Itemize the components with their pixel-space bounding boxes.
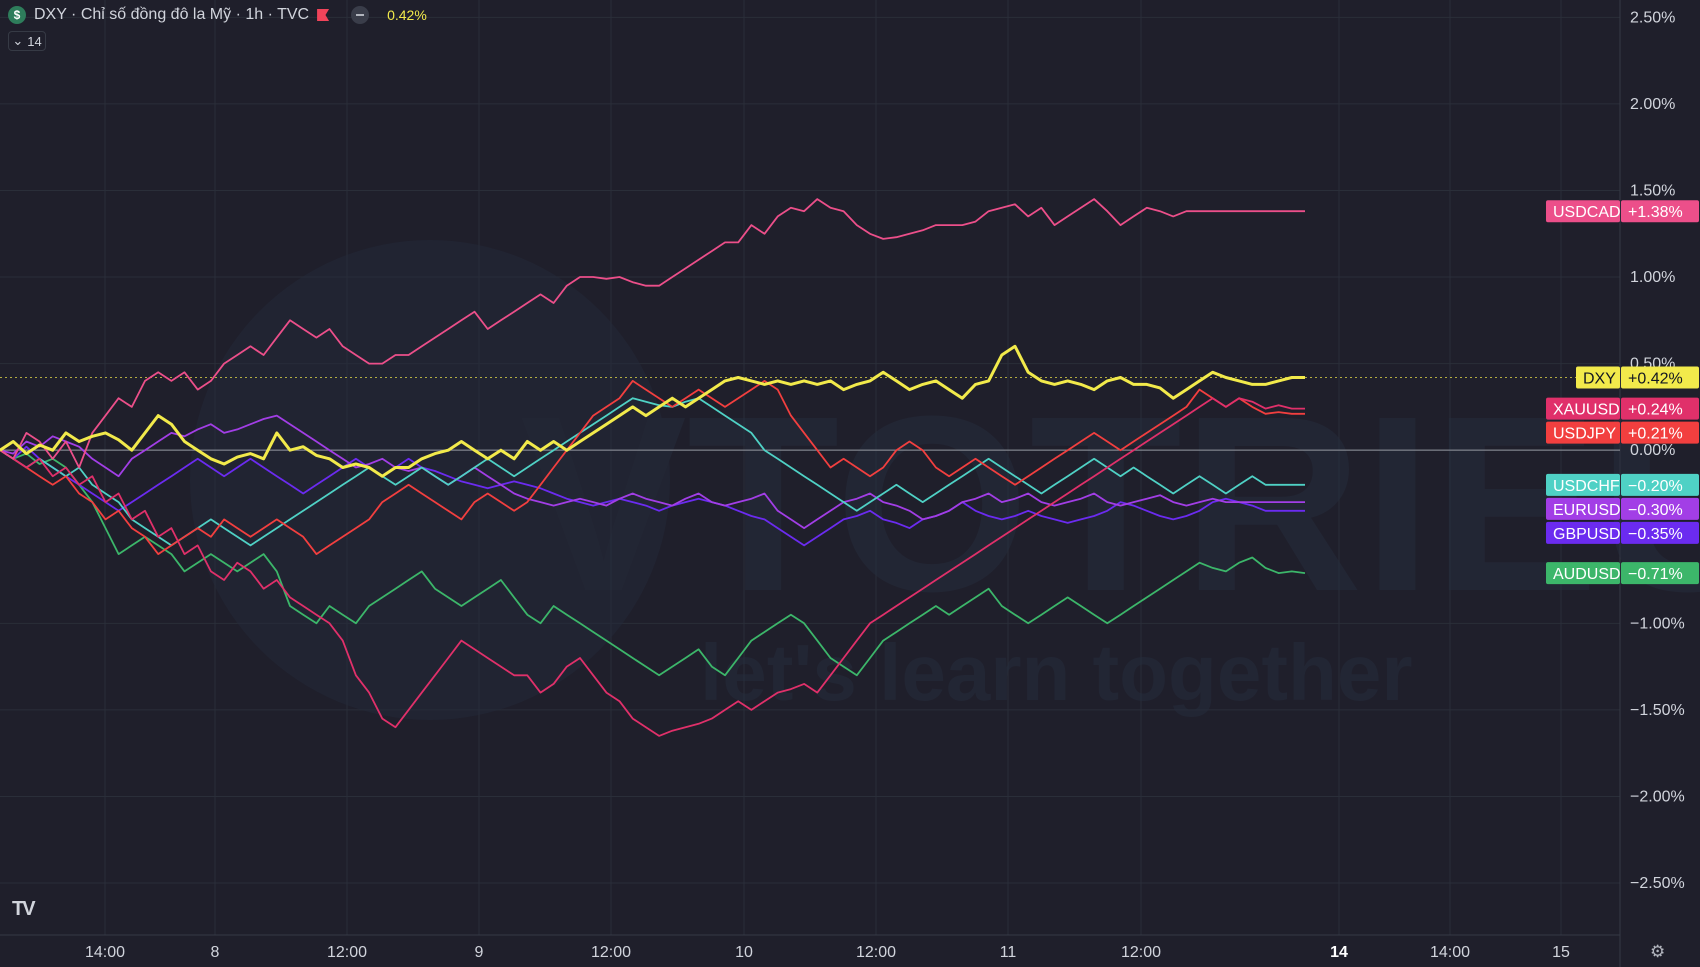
- series-name-tag-dxy: [1576, 366, 1620, 389]
- y-tick-label: −1.50%: [1630, 702, 1685, 719]
- series-value-tag-audusd: [1621, 562, 1699, 585]
- chart-header: $ DXY · Chỉ số đồng đô la Mỹ · 1h · TVC …: [8, 6, 427, 24]
- series-name-tag-usdjpy: [1546, 421, 1620, 444]
- series-value-tag-eurusd: [1621, 497, 1699, 520]
- series-name-tag-usdchf: [1546, 473, 1620, 496]
- series-value-usdjpy: +0.21%: [1628, 426, 1683, 443]
- y-tick-label: −2.50%: [1630, 875, 1685, 892]
- y-tick-label: 2.50%: [1630, 9, 1675, 26]
- series-value-gbpusd: −0.35%: [1628, 526, 1683, 543]
- series-value-usdchf: −0.20%: [1628, 478, 1683, 495]
- change-percent: 0.42%: [387, 7, 427, 23]
- series-name-tag-eurusd: [1546, 497, 1620, 520]
- series-labels: USDCAD +1.38% DXY +0.42% XAUUSD +0.24% USDJPY +…: [1546, 200, 1699, 585]
- series-value-tag-usdjpy: [1621, 421, 1699, 444]
- x-tick-label: 14:00: [1430, 944, 1470, 961]
- series-lines: [0, 198, 1306, 737]
- y-tick-label: 1.00%: [1630, 269, 1675, 286]
- series-name-usdchf: USDCHF: [1553, 478, 1620, 495]
- series-line-dxy: [0, 344, 1305, 478]
- series-name-dxy: DXY: [1583, 370, 1616, 387]
- x-tick-label: 9: [475, 944, 484, 961]
- x-axis: 14:00 8 12:00 9 12:00 10 12:00 11 12:00 14 14:00 15: [85, 944, 1570, 961]
- series-value-xauusd: +0.24%: [1628, 402, 1683, 419]
- series-name-eurusd: EURUSD: [1553, 502, 1621, 519]
- series-line-usdcad: [0, 198, 1305, 469]
- series-value-audusd: −0.71%: [1628, 566, 1683, 583]
- series-value-tag-gbpusd: [1621, 521, 1699, 544]
- series-value-tag-usdchf: [1621, 473, 1699, 496]
- series-line-audusd: [0, 449, 1306, 677]
- series-line-xauusd: [0, 397, 1305, 737]
- x-tick-label: 14:00: [85, 944, 125, 961]
- gear-icon[interactable]: ⚙: [1650, 942, 1666, 961]
- series-name-xauusd: XAUUSD: [1553, 402, 1620, 419]
- collapse-indicators-button[interactable]: ⌄ 14: [8, 31, 46, 51]
- series-line-eurusd: [0, 414, 1305, 529]
- series-name-usdcad: USDCAD: [1553, 204, 1621, 221]
- dollar-icon: $: [8, 6, 26, 24]
- x-tick-label: 12:00: [591, 944, 631, 961]
- y-tick-label: 0.00%: [1630, 442, 1675, 459]
- series-name-tag-gbpusd: [1546, 521, 1620, 544]
- x-tick-label: 15: [1552, 944, 1570, 961]
- x-tick-label: 8: [211, 944, 220, 961]
- minus-icon[interactable]: [351, 6, 370, 24]
- series-name-gbpusd: GBPUSD: [1553, 526, 1621, 543]
- y-tick-label: −2.00%: [1630, 788, 1685, 805]
- series-name-usdjpy: USDJPY: [1553, 426, 1616, 443]
- y-tick-label: 2.00%: [1630, 96, 1675, 113]
- y-tick-label: 1.50%: [1630, 182, 1675, 199]
- x-tick-label: 12:00: [856, 944, 896, 961]
- series-value-eurusd: −0.30%: [1628, 502, 1683, 519]
- chevron-down-icon: ⌄: [12, 33, 24, 48]
- series-line-usdjpy: [0, 379, 1305, 555]
- chart-title[interactable]: DXY · Chỉ số đồng đô la Mỹ · 1h · TVC: [34, 6, 310, 23]
- series-value-dxy: +0.42%: [1628, 370, 1683, 387]
- series-value-usdcad: +1.38%: [1628, 204, 1683, 221]
- zero-line: [0, 376, 1620, 451]
- series-value-tag-dxy: [1621, 366, 1699, 389]
- x-tick-label: 10: [735, 944, 753, 961]
- x-tick-label: 11: [1000, 944, 1017, 961]
- y-tick-label: −1.00%: [1630, 615, 1685, 632]
- series-name-tag-audusd: [1546, 562, 1620, 585]
- x-tick-label: 14: [1330, 944, 1348, 961]
- tradingview-logo-icon[interactable]: TV: [12, 898, 36, 920]
- watermark-logo-circle: [190, 240, 670, 720]
- series-value-tag-xauusd: [1621, 397, 1699, 420]
- series-name-tag-xauusd: [1546, 397, 1620, 420]
- indicator-count: 14: [27, 33, 42, 49]
- series-name-audusd: AUDUSD: [1553, 566, 1621, 583]
- series-line-usdchf: [0, 397, 1305, 547]
- series-name-tag-usdcad: [1546, 200, 1620, 223]
- series-value-tag-usdcad: [1621, 200, 1699, 223]
- x-tick-label: 12:00: [327, 944, 367, 961]
- flag-icon[interactable]: [317, 9, 330, 21]
- watermark: VTOTRIEU let's learn together: [190, 240, 1700, 720]
- series-line-gbpusd: [0, 445, 1305, 547]
- x-tick-label: 12:00: [1121, 944, 1161, 961]
- watermark-tagline: let's learn together: [700, 628, 1413, 717]
